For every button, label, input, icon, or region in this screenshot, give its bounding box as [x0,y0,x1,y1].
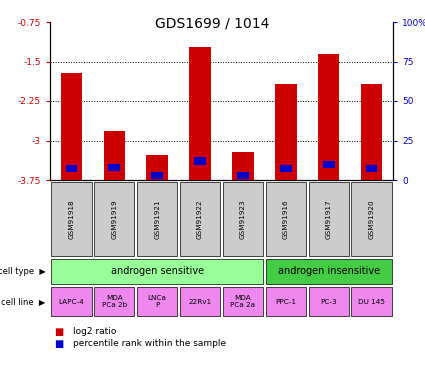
Bar [51,286,92,316]
Bar [94,286,134,316]
Bar [61,73,82,180]
Text: DU 145: DU 145 [358,298,385,304]
Bar [323,160,334,168]
Text: MDA
PCa 2a: MDA PCa 2a [230,295,255,308]
Text: MDA
PCa 2b: MDA PCa 2b [102,295,127,308]
Text: PPC-1: PPC-1 [275,298,296,304]
Bar [237,172,249,179]
Bar [318,54,340,180]
Bar [65,165,77,172]
Text: GSM91920: GSM91920 [368,199,374,239]
Bar [180,182,220,256]
Bar [351,286,392,316]
Bar [280,165,292,172]
Text: androgen insensitive: androgen insensitive [278,267,380,276]
Text: GSM91917: GSM91917 [326,199,332,239]
Bar [137,182,177,256]
Bar [361,84,382,180]
Text: percentile rank within the sample: percentile rank within the sample [74,339,227,348]
Text: GSM91918: GSM91918 [68,199,74,239]
Text: 22Rv1: 22Rv1 [189,298,212,304]
Bar [137,286,177,316]
Bar [309,182,349,256]
Bar [366,165,377,172]
Bar [190,47,211,180]
Text: GSM91922: GSM91922 [197,199,203,239]
Text: log2 ratio: log2 ratio [74,327,117,336]
Text: ■: ■ [54,339,63,349]
Text: GSM91916: GSM91916 [283,199,289,239]
Bar [51,182,92,256]
Text: androgen sensitive: androgen sensitive [110,267,204,276]
Bar [309,286,349,316]
Bar [108,164,120,171]
Bar [232,152,254,180]
Text: ■: ■ [54,327,63,337]
Text: PC-3: PC-3 [320,298,337,304]
Text: GSM91923: GSM91923 [240,199,246,239]
Text: GSM91919: GSM91919 [111,199,117,239]
Text: LAPC-4: LAPC-4 [59,298,84,304]
Text: cell type  ▶: cell type ▶ [0,267,46,276]
Bar [194,158,206,165]
Text: LNCa
P: LNCa P [148,295,167,308]
Bar [223,182,263,256]
Bar [275,84,297,180]
Bar [266,260,392,284]
Bar [147,155,168,180]
Bar [51,260,263,284]
Text: GSM91921: GSM91921 [154,199,160,239]
Bar [180,286,220,316]
Bar [151,172,163,179]
Bar [266,286,306,316]
Text: GDS1699 / 1014: GDS1699 / 1014 [155,17,270,31]
Bar [351,182,392,256]
Bar [104,131,125,180]
Bar [94,182,134,256]
Bar [266,182,306,256]
Text: cell line  ▶: cell line ▶ [1,297,46,306]
Bar [223,286,263,316]
